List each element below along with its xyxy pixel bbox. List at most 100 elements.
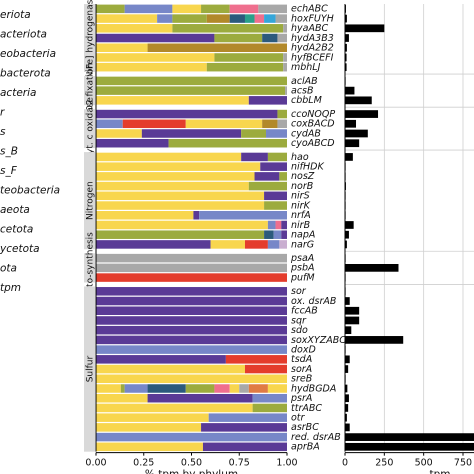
bar-segment: [244, 240, 268, 249]
gene-label: hydA3B3: [291, 33, 334, 44]
bar-segment: [267, 220, 276, 230]
bar-segment: [277, 33, 287, 43]
tpm-x-tick-label: 500: [415, 458, 433, 469]
tpm-bar: [345, 34, 349, 42]
bar-segment: [252, 393, 287, 403]
tpm-bar: [345, 43, 347, 52]
bar-segment: [124, 4, 173, 14]
bar-segment: [172, 14, 207, 23]
bar-segment: [157, 14, 173, 23]
axes: 0.00 0.25 0.50 0.75 1.00 % tpm by phylum: [85, 4, 298, 474]
bar-segment: [185, 119, 263, 129]
bar-segment: [229, 4, 259, 14]
legend-entry: acteria: [0, 87, 36, 99]
tpm-bar: [345, 139, 360, 148]
bar-segment: [285, 86, 287, 95]
gene-label: nirK: [291, 200, 311, 211]
gene-label: cbbLM: [291, 95, 322, 106]
legend-entry: tpm: [0, 282, 21, 294]
bar-segment: [96, 14, 158, 23]
tpm-bar: [345, 96, 372, 105]
bar-segment: [96, 220, 268, 230]
bar-segment: [96, 119, 123, 129]
tpm-bar: [345, 86, 355, 95]
gene-label: otr: [291, 413, 306, 424]
gene-label: coxBACD: [291, 119, 335, 130]
group-strip: [84, 253, 95, 283]
tpm-bar: [345, 413, 347, 422]
bar-segment: [273, 230, 282, 239]
bar-segment: [147, 384, 186, 393]
bar-segment: [120, 384, 125, 393]
gene-label: mbhLJ: [291, 62, 321, 73]
bar-segment: [172, 24, 284, 33]
tpm-bar: [345, 306, 360, 315]
bar-segment: [172, 4, 202, 14]
legend-entry: cetota: [0, 224, 33, 236]
bar-segment: [96, 181, 249, 191]
bar-segment: [96, 76, 287, 86]
bar-segment: [199, 211, 287, 220]
bar-segment: [96, 296, 287, 306]
gene-label: nirB: [291, 220, 310, 231]
gene-label: asrBC: [291, 422, 319, 433]
phylum-stacked-bar-chart: [96, 4, 287, 452]
tpm-bar: [345, 63, 347, 72]
gene-label: echABC: [291, 4, 328, 15]
gene-label: psaA: [290, 253, 314, 264]
bar-segment: [96, 152, 242, 162]
x-tick-label: 1.00: [276, 458, 297, 469]
x-tick-label: 0.75: [229, 458, 250, 469]
bar-segment: [254, 14, 265, 23]
tpm-bar: [345, 433, 474, 441]
tpm-bar: [345, 442, 474, 451]
gene-label: ccoNOQP: [291, 109, 335, 120]
bar-segment: [124, 384, 148, 393]
bar-segment: [214, 33, 263, 43]
x-tick-label: 0.25: [133, 458, 154, 469]
bar-segment: [96, 96, 249, 105]
gene-label: pufM: [290, 272, 315, 283]
bar-segment: [96, 86, 286, 95]
bar-segment: [244, 364, 287, 374]
legend-entry: eriota: [0, 9, 31, 21]
bar-segment: [185, 384, 215, 393]
legend-entry: s_F: [0, 165, 18, 177]
bar-segment: [258, 4, 287, 14]
bar-segment: [206, 14, 230, 23]
gene-label: acsB: [291, 85, 314, 96]
bar-segment: [260, 162, 287, 171]
tpm-bar: [345, 423, 350, 432]
gene-label: aprBA: [291, 442, 320, 453]
bar-segment: [96, 403, 253, 413]
bar-segment: [281, 230, 287, 239]
bar-segment: [262, 33, 278, 43]
x-tick-label: 0.50: [181, 458, 202, 469]
bar-segment: [279, 172, 287, 181]
bar-segment: [96, 263, 287, 273]
legend-entry: teobacteria: [0, 185, 60, 197]
tpm-bar: [345, 355, 350, 364]
bar-segment: [96, 230, 265, 239]
bar-segment: [248, 96, 287, 105]
bar-segment: [96, 129, 142, 138]
legend-entry: bacterota: [0, 68, 51, 80]
gene-label: sdo: [291, 325, 308, 336]
gene-label: hyaABC: [291, 23, 328, 34]
bar-segment: [267, 152, 287, 162]
gene-label: nosZ: [291, 171, 315, 182]
bar-segment: [96, 355, 226, 364]
bar-segment: [248, 181, 287, 191]
tpm-bar: [345, 24, 385, 33]
tpm-bar: [345, 297, 350, 305]
tpm-bar: [345, 230, 349, 239]
legend-entry: acteriota: [0, 29, 47, 41]
gene-label: sreB: [291, 374, 312, 385]
legend-entry: ycetota: [0, 243, 40, 255]
tpm-bar: [345, 14, 347, 23]
bar-segment: [229, 14, 245, 23]
tpm-bar: [345, 153, 353, 161]
bar-segment: [279, 240, 287, 249]
tpm-bar: [345, 394, 349, 403]
